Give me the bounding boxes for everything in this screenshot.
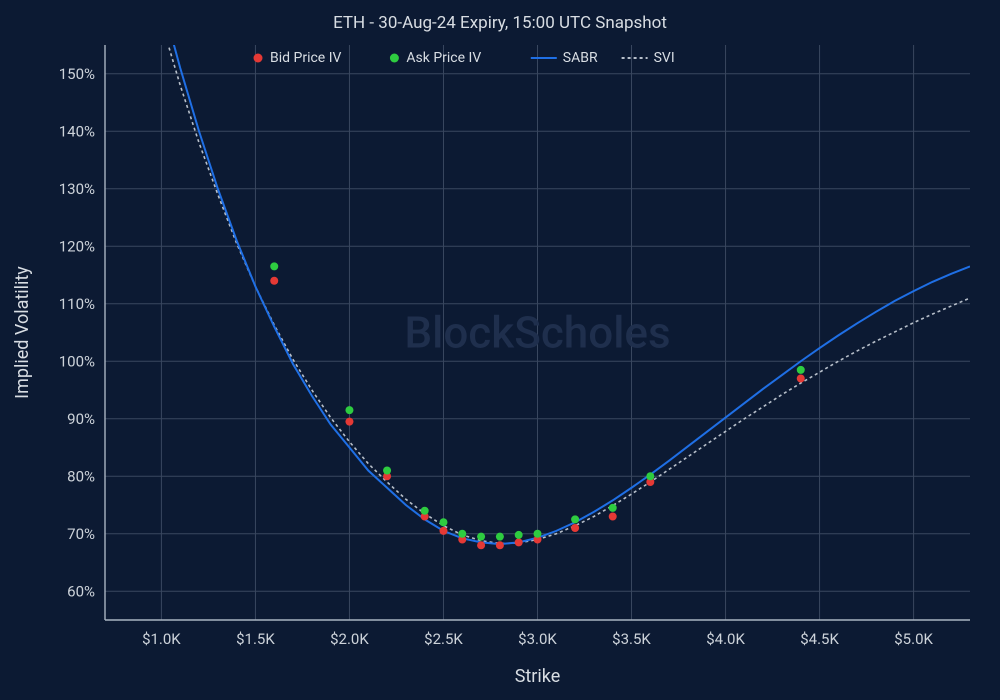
y-tick-label: 140% (59, 122, 95, 140)
y-tick-label: 90% (67, 410, 95, 428)
iv-chart: BlockScholes $1.0K $1.5K $2.0K $2.5K $3.0K $3.… (0, 0, 1000, 700)
y-tick-label: 110% (59, 295, 95, 313)
legend-label: SVI (654, 50, 675, 66)
x-axis-label: Strike (515, 666, 561, 687)
y-tick-label: 120% (59, 237, 95, 255)
legend-marker-icon (254, 54, 263, 63)
y-tick-label: 150% (59, 65, 95, 83)
legend-label: Bid Price IV (270, 50, 342, 66)
y-tick-label: 100% (59, 352, 95, 370)
x-tick-label: $3.5K (612, 630, 651, 648)
x-tick-label: $3.0K (518, 630, 557, 648)
x-tick-labels: $1.0K $1.5K $2.0K $2.5K $3.0K $3.5K $4.0K $4.5K… (142, 630, 933, 648)
x-tick-label: $2.5K (424, 630, 463, 648)
x-tick-label: $4.0K (706, 630, 745, 648)
legend-label: Ask Price IV (406, 50, 481, 66)
y-axis-label: Implied Volatility (12, 266, 33, 399)
x-tick-label: $1.0K (142, 630, 181, 648)
legend-marker-icon (390, 54, 399, 63)
iv-chart-container: BlockScholes $1.0K $1.5K $2.0K $2.5K $3.0K $3.… (0, 0, 1000, 700)
y-tick-label: 80% (67, 467, 95, 485)
chart-title: ETH - 30-Aug-24 Expiry, 15:00 UTC Snapsh… (333, 13, 667, 33)
x-tick-label: $2.0K (330, 630, 369, 648)
y-tick-label: 60% (67, 582, 95, 600)
x-tick-label: $5.0K (894, 630, 933, 648)
y-tick-label: 70% (67, 525, 95, 543)
x-tick-label: $1.5K (236, 630, 275, 648)
y-tick-label: 130% (59, 180, 95, 198)
watermark: BlockScholes (404, 307, 670, 359)
x-tick-label: $4.5K (800, 630, 839, 648)
legend-label: SABR (563, 50, 598, 66)
